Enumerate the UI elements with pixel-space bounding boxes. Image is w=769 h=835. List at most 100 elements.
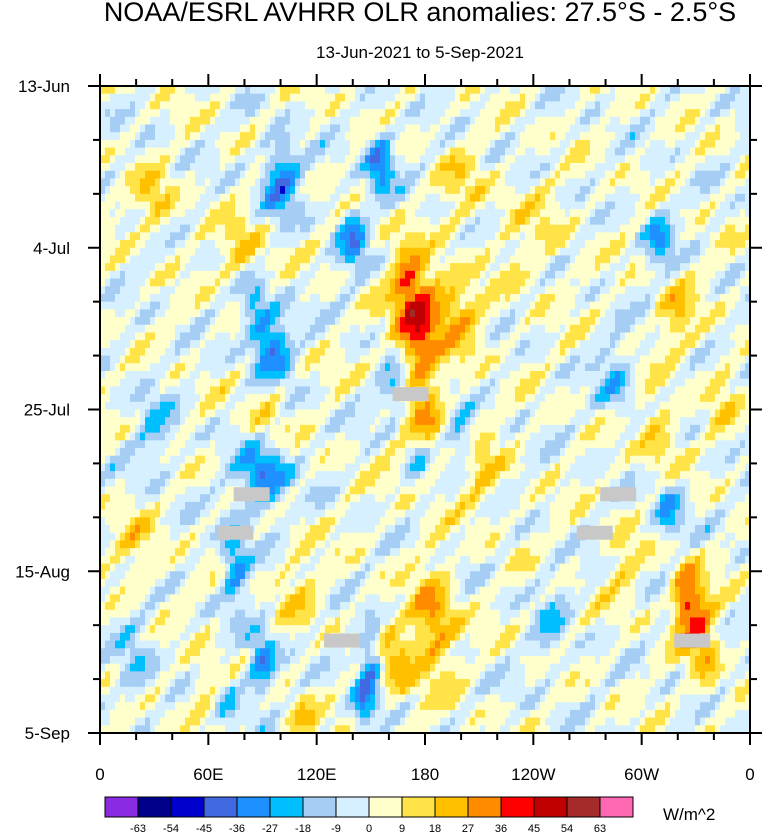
field-cell xyxy=(625,132,631,141)
field-cell xyxy=(360,301,366,310)
field-cell xyxy=(465,101,471,110)
field-cell xyxy=(525,163,531,172)
field-cell xyxy=(695,224,701,233)
field-cell xyxy=(465,301,471,310)
field-cell xyxy=(190,317,196,326)
field-cell xyxy=(740,155,746,164)
field-cell xyxy=(285,324,291,333)
field-cell xyxy=(305,240,311,249)
field-cell xyxy=(250,378,256,387)
field-cell xyxy=(460,293,466,303)
field-cell xyxy=(500,139,506,149)
field-cell xyxy=(225,247,231,256)
field-cell xyxy=(405,147,411,156)
field-cell xyxy=(320,355,326,364)
field-cell xyxy=(320,270,326,279)
field-cell xyxy=(175,340,181,349)
field-cell xyxy=(335,263,341,272)
field-cell xyxy=(230,286,236,295)
field-cell xyxy=(435,155,441,164)
field-cell xyxy=(310,301,316,310)
field-cell xyxy=(720,155,726,164)
field-cell xyxy=(225,170,231,179)
field-cell xyxy=(555,324,561,333)
field-cell xyxy=(135,109,141,118)
field-cell xyxy=(160,317,166,326)
field-cell xyxy=(595,193,601,202)
field-cell xyxy=(595,155,601,164)
field-cell xyxy=(125,293,131,303)
field-cell xyxy=(115,286,121,295)
field-cell xyxy=(520,155,526,164)
field-cell xyxy=(680,332,686,341)
field-cell xyxy=(380,340,386,349)
field-cell xyxy=(315,93,321,102)
field-cell xyxy=(480,340,486,349)
field-cell xyxy=(635,93,641,102)
field-cell xyxy=(600,132,606,141)
field-cell xyxy=(310,163,316,172)
field-cell xyxy=(240,178,246,187)
field-cell xyxy=(695,132,701,141)
field-cell xyxy=(240,347,246,356)
field-cell xyxy=(540,317,546,326)
field-cell xyxy=(285,147,291,156)
field-cell xyxy=(565,201,571,210)
field-cell xyxy=(655,278,661,287)
field-cell xyxy=(440,186,446,195)
field-cell xyxy=(455,255,461,264)
field-cell xyxy=(210,93,216,102)
field-cell xyxy=(725,332,731,341)
field-cell xyxy=(320,363,326,372)
field-cell xyxy=(385,340,391,349)
field-cell xyxy=(440,116,446,125)
field-cell xyxy=(230,240,236,249)
field-cell xyxy=(445,147,451,156)
field-cell xyxy=(440,270,446,279)
field-cell xyxy=(255,240,261,249)
field-cell xyxy=(725,317,731,326)
field-cell xyxy=(300,178,306,187)
field-cell xyxy=(395,93,401,102)
field-cell xyxy=(115,186,121,195)
field-cell xyxy=(350,209,356,218)
field-cell xyxy=(250,293,256,303)
field-cell xyxy=(300,216,306,226)
field-cell xyxy=(105,370,111,380)
field-cell xyxy=(420,209,426,218)
field-cell xyxy=(175,301,181,310)
field-cell xyxy=(180,139,186,149)
field-cell xyxy=(135,301,141,310)
field-cell xyxy=(555,363,561,372)
field-cell xyxy=(365,163,371,172)
field-cell xyxy=(730,363,736,372)
field-cell xyxy=(635,270,641,279)
field-cell xyxy=(665,193,671,202)
field-cell xyxy=(395,124,401,133)
field-cell xyxy=(110,109,116,118)
field-cell xyxy=(465,278,471,287)
field-cell xyxy=(180,293,186,303)
field-cell xyxy=(115,370,121,380)
field-cell xyxy=(515,139,521,149)
field-cell xyxy=(570,86,576,95)
field-cell xyxy=(670,163,676,172)
field-cell xyxy=(230,255,236,264)
field-cell xyxy=(595,116,601,125)
field-cell xyxy=(315,232,321,241)
field-cell xyxy=(585,270,591,279)
field-cell xyxy=(140,186,146,195)
field-cell xyxy=(255,293,261,303)
field-cell xyxy=(350,332,356,341)
field-cell xyxy=(280,363,286,372)
field-cell xyxy=(155,193,161,202)
field-cell xyxy=(440,309,446,318)
field-cell xyxy=(235,193,241,202)
field-cell xyxy=(560,155,566,164)
field-cell xyxy=(325,124,331,133)
field-cell xyxy=(610,263,616,272)
field-cell xyxy=(525,309,531,318)
field-cell xyxy=(465,347,471,356)
field-cell xyxy=(455,139,461,149)
field-cell xyxy=(310,201,316,210)
